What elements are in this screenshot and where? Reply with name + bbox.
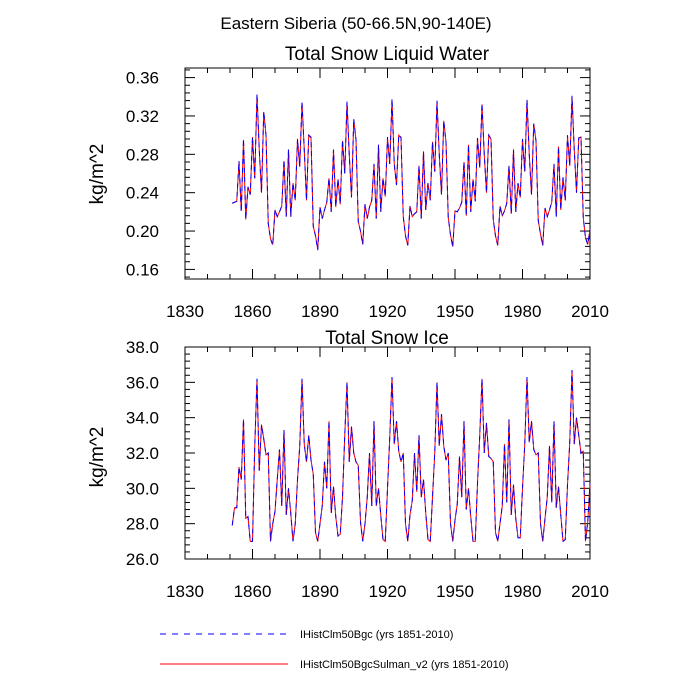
series-group [232,93,591,251]
legend: IHistClm50Bgc (yrs 1851-2010) IHistClm50… [160,629,508,671]
y-axis-label: kg/m^2 [87,427,108,488]
x-tick-label: 2010 [571,302,609,321]
x-tick-label: 1860 [234,302,272,321]
legend-item: IHistClm50Bgc (yrs 1851-2010) [160,629,453,641]
y-tick-label: 0.24 [126,184,159,203]
x-tick-label: 1950 [436,582,474,601]
figure-suptitle: Eastern Siberia (50-66.5N,90-140E) [220,14,491,33]
x-tick-label: 1830 [166,582,204,601]
y-tick-label: 0.20 [126,222,159,241]
x-tick-label: 1980 [504,302,542,321]
series-line-ihistclm50bgc [231,369,591,543]
panel-title: Total Snow Ice [325,328,449,349]
legend-label: IHistClm50BgcSulman_v2 (yrs 1851-2010) [300,659,508,671]
y-tick-label: 26.0 [126,550,159,569]
y-tick-label: 38.0 [126,338,159,357]
x-tick-label: 1860 [234,582,272,601]
legend-label: IHistClm50Bgc (yrs 1851-2010) [300,629,453,641]
snow-liquid-water-panel: Total Snow Liquid Water kg/m^2 1830 1860 1… [87,44,609,321]
legend-item: IHistClm50BgcSulman_v2 (yrs 1851-2010) [160,659,508,671]
x-tick-label: 1890 [301,582,339,601]
x-tick-label: 1950 [436,302,474,321]
series-line-ihistclm50bgc [232,93,591,251]
y-tick-label: 0.28 [126,145,159,164]
axis-ticks: 1830 1860 1890 1920 1950 1980 2010 26.0 28.0 30.0… [126,338,609,601]
axis-ticks: 1830 1860 1890 1920 1950 1980 2010 0.16 0.20 0.24… [126,68,609,321]
panel-title: Total Snow Liquid Water [285,44,490,65]
y-tick-label: 32.0 [126,444,159,463]
x-tick-label: 1920 [369,582,407,601]
y-tick-label: 36.0 [126,373,159,392]
plot-frame [184,346,591,560]
y-tick-label: 0.36 [126,69,159,88]
y-tick-label: 28.0 [126,515,159,534]
y-tick-label: 0.32 [126,107,159,126]
y-tick-label: 0.16 [126,260,159,279]
x-tick-label: 1830 [166,302,204,321]
series-group [231,369,591,543]
x-tick-label: 2010 [571,582,609,601]
x-tick-label: 1890 [301,302,339,321]
snow-ice-panel: Total Snow Ice kg/m^2 1830 1860 1890 1920 19… [87,328,609,601]
plot-frame [184,67,591,280]
x-tick-label: 1920 [369,302,407,321]
x-tick-label: 1980 [504,582,542,601]
series-line-ihistclm50bgcsulman-v2 [232,94,591,250]
y-tick-label: 30.0 [126,479,159,498]
y-axis-label: kg/m^2 [87,144,108,205]
y-tick-label: 34.0 [126,409,159,428]
series-line-ihistclm50bgcsulman-v2 [231,369,591,543]
